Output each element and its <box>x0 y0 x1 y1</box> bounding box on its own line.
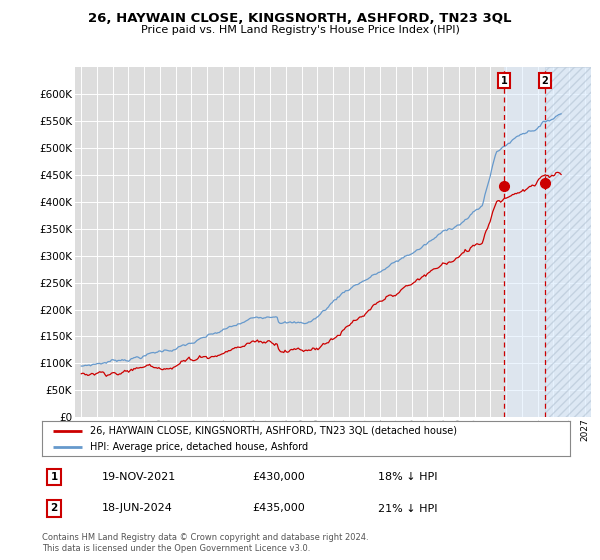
Text: 21% ↓ HPI: 21% ↓ HPI <box>378 503 437 514</box>
Text: 26, HAYWAIN CLOSE, KINGSNORTH, ASHFORD, TN23 3QL (detached house): 26, HAYWAIN CLOSE, KINGSNORTH, ASHFORD, … <box>89 426 457 436</box>
Bar <box>545 67 591 417</box>
Text: 2: 2 <box>541 76 548 86</box>
Text: HPI: Average price, detached house, Ashford: HPI: Average price, detached house, Ashf… <box>89 442 308 452</box>
Text: £435,000: £435,000 <box>252 503 305 514</box>
Text: Price paid vs. HM Land Registry's House Price Index (HPI): Price paid vs. HM Land Registry's House … <box>140 25 460 35</box>
Text: 18-JUN-2024: 18-JUN-2024 <box>102 503 173 514</box>
Bar <box>504 67 545 417</box>
Text: 1: 1 <box>501 76 508 86</box>
Text: Contains HM Land Registry data © Crown copyright and database right 2024.
This d: Contains HM Land Registry data © Crown c… <box>42 533 368 553</box>
Text: £430,000: £430,000 <box>252 472 305 482</box>
Text: 18% ↓ HPI: 18% ↓ HPI <box>378 472 437 482</box>
Text: 1: 1 <box>50 472 58 482</box>
Text: 26, HAYWAIN CLOSE, KINGSNORTH, ASHFORD, TN23 3QL: 26, HAYWAIN CLOSE, KINGSNORTH, ASHFORD, … <box>88 12 512 25</box>
Text: 2: 2 <box>50 503 58 514</box>
Text: 19-NOV-2021: 19-NOV-2021 <box>102 472 176 482</box>
Bar <box>545 67 591 417</box>
